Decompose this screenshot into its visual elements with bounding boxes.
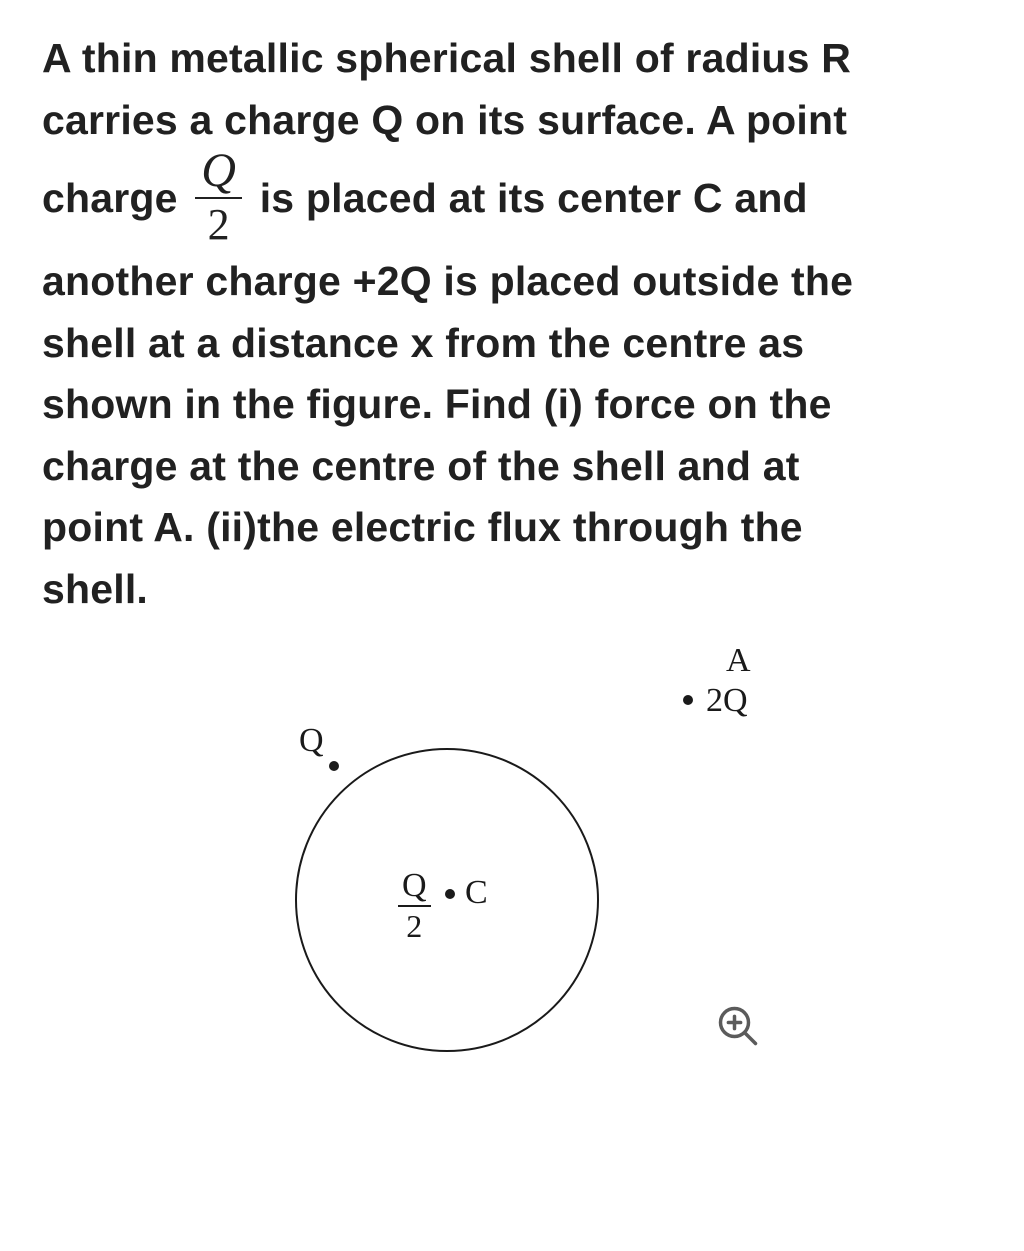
text-line-7: charge at the centre of the shell and at [42,436,982,498]
text-line-1: A thin metallic spherical shell of radiu… [42,28,982,90]
center-c-label: C [465,876,488,910]
text-line-6: shown in the figure. Find (i) force on t… [42,374,982,436]
point-a-charge-label: 2Q [706,684,748,718]
shell-circle [295,748,599,1052]
zoom-in-icon[interactable] [717,1005,759,1047]
center-fraction-q-over-2: Q 2 [398,869,431,942]
point-a-dot [683,695,693,705]
shell-charge-label: Q [299,724,324,758]
page: A thin metallic spherical shell of radiu… [0,0,1024,1080]
text-line-3b: is placed at its center C and [248,175,808,221]
inline-fraction-q-over-2: Q2 [195,147,242,247]
text-line-8: point A. (ii)the electric flux through t… [42,497,982,559]
text-line-3: charge Q2 is placed at its center C and [42,151,982,251]
text-line-9: shell. [42,559,982,621]
center-fraction-denominator: 2 [398,907,431,942]
text-line-2: carries a charge Q on its surface. A poi… [42,90,982,152]
text-line-3a: charge [42,175,189,221]
text-line-4: another charge +2Q is placed outside the [42,251,982,313]
figure: Q A 2Q C Q 2 [42,640,982,1070]
problem-statement: A thin metallic spherical shell of radiu… [42,28,982,620]
text-line-5: shell at a distance x from the centre as [42,313,982,375]
point-a-label: A [726,644,751,678]
shell-charge-dot [329,761,339,771]
fraction-denominator: 2 [195,199,242,247]
center-dot [445,889,455,899]
center-fraction-numerator: Q [398,869,431,907]
fraction-numerator: Q [195,147,242,199]
